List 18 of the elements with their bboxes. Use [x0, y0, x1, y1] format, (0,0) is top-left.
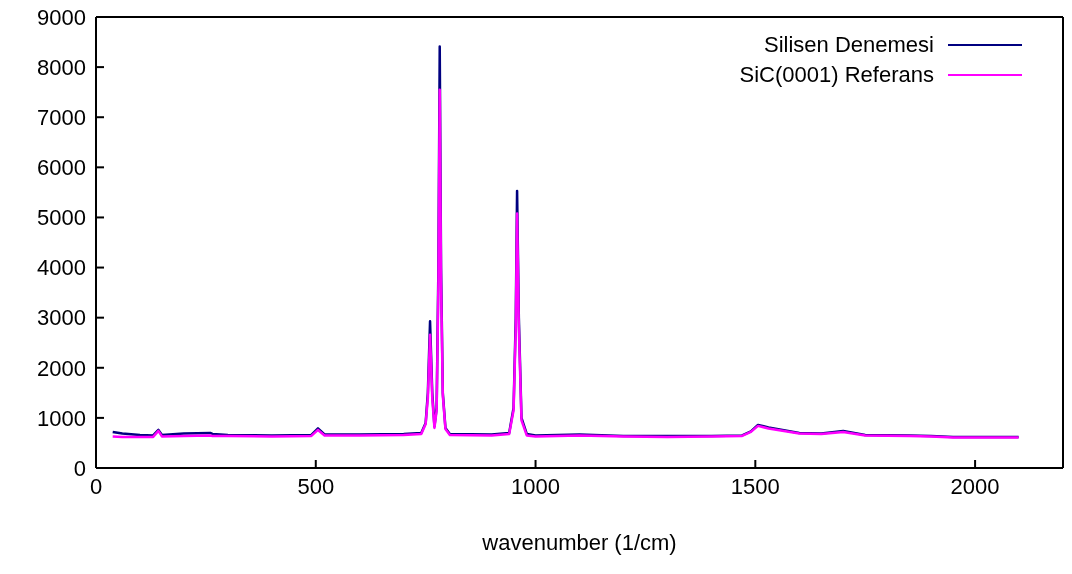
- y-tick-label: 8000: [37, 54, 86, 80]
- x-tick-label: 0: [89, 473, 103, 499]
- legend-label: Silisen Denemesi: [764, 31, 934, 59]
- x-tick-label: 500: [297, 473, 335, 499]
- y-tick-label: 9000: [37, 4, 86, 30]
- y-tick-label: 3000: [37, 305, 86, 331]
- x-tick-label: 1000: [511, 473, 561, 499]
- x-tick-label: 1500: [730, 473, 780, 499]
- y-tick-label: 0: [73, 455, 86, 481]
- y-tick-label: 2000: [37, 355, 86, 381]
- y-tick-label: 1000: [37, 405, 86, 431]
- x-axis-title: wavenumber (1/cm): [481, 530, 677, 555]
- x-tick-label: 2000: [950, 473, 1000, 499]
- legend-label: SiC(0001) Referans: [739, 61, 934, 89]
- y-tick-label: 4000: [37, 255, 86, 281]
- y-tick-label: 5000: [37, 205, 86, 231]
- y-tick-label: 7000: [37, 105, 86, 131]
- y-tick-label: 6000: [37, 155, 86, 181]
